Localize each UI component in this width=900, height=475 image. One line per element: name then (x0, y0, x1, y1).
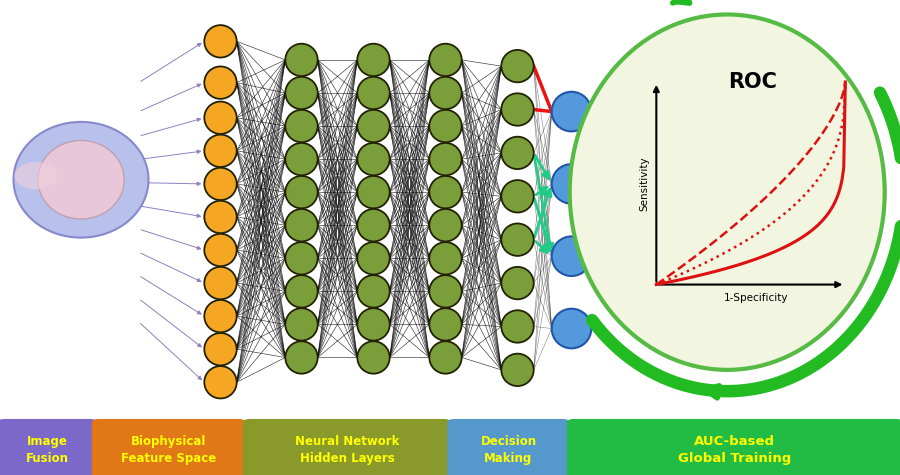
Circle shape (204, 102, 237, 134)
Text: ROC: ROC (728, 72, 777, 92)
Circle shape (357, 341, 390, 374)
Circle shape (204, 234, 237, 266)
Text: Neural Network
Hidden Layers: Neural Network Hidden Layers (295, 435, 399, 465)
Circle shape (204, 168, 237, 200)
Circle shape (285, 77, 318, 109)
Circle shape (357, 209, 390, 241)
Circle shape (285, 110, 318, 142)
Text: Image
Fusion: Image Fusion (26, 435, 68, 465)
Circle shape (429, 242, 462, 275)
Circle shape (429, 110, 462, 142)
Circle shape (552, 309, 591, 348)
Text: Biophysical
Feature Space: Biophysical Feature Space (122, 435, 216, 465)
Text: 1-Specificity: 1-Specificity (724, 293, 788, 303)
Circle shape (204, 300, 237, 332)
Ellipse shape (14, 162, 58, 190)
Circle shape (285, 143, 318, 175)
Circle shape (204, 366, 237, 399)
Circle shape (357, 242, 390, 275)
Circle shape (285, 176, 318, 209)
Circle shape (501, 310, 534, 342)
Circle shape (204, 134, 237, 167)
Circle shape (285, 209, 318, 241)
Circle shape (429, 341, 462, 374)
Ellipse shape (14, 122, 149, 238)
Text: Sensitivity: Sensitivity (639, 156, 649, 210)
Text: Decision
Making: Decision Making (481, 435, 536, 465)
Circle shape (552, 237, 591, 276)
Ellipse shape (570, 14, 885, 370)
Circle shape (501, 50, 534, 82)
Circle shape (429, 275, 462, 307)
Circle shape (357, 44, 390, 76)
Circle shape (429, 176, 462, 209)
Circle shape (429, 77, 462, 109)
Circle shape (204, 267, 237, 299)
Circle shape (357, 77, 390, 109)
Circle shape (429, 143, 462, 175)
Circle shape (204, 25, 237, 57)
Circle shape (501, 180, 534, 212)
Circle shape (552, 92, 591, 132)
Circle shape (357, 308, 390, 341)
Circle shape (357, 275, 390, 307)
Circle shape (204, 66, 237, 99)
Circle shape (285, 44, 318, 76)
Circle shape (429, 308, 462, 341)
Circle shape (429, 209, 462, 241)
Circle shape (285, 341, 318, 374)
Circle shape (204, 201, 237, 233)
Circle shape (501, 354, 534, 386)
Ellipse shape (38, 141, 124, 219)
Circle shape (204, 333, 237, 365)
Circle shape (285, 308, 318, 341)
Circle shape (552, 164, 591, 204)
Circle shape (285, 275, 318, 307)
Circle shape (357, 143, 390, 175)
Circle shape (357, 176, 390, 209)
Circle shape (285, 242, 318, 275)
Circle shape (357, 110, 390, 142)
Circle shape (501, 137, 534, 169)
Circle shape (501, 93, 534, 126)
Circle shape (501, 267, 534, 299)
Text: AUC-based
Global Training: AUC-based Global Training (679, 435, 791, 465)
Circle shape (501, 223, 534, 256)
Circle shape (429, 44, 462, 76)
